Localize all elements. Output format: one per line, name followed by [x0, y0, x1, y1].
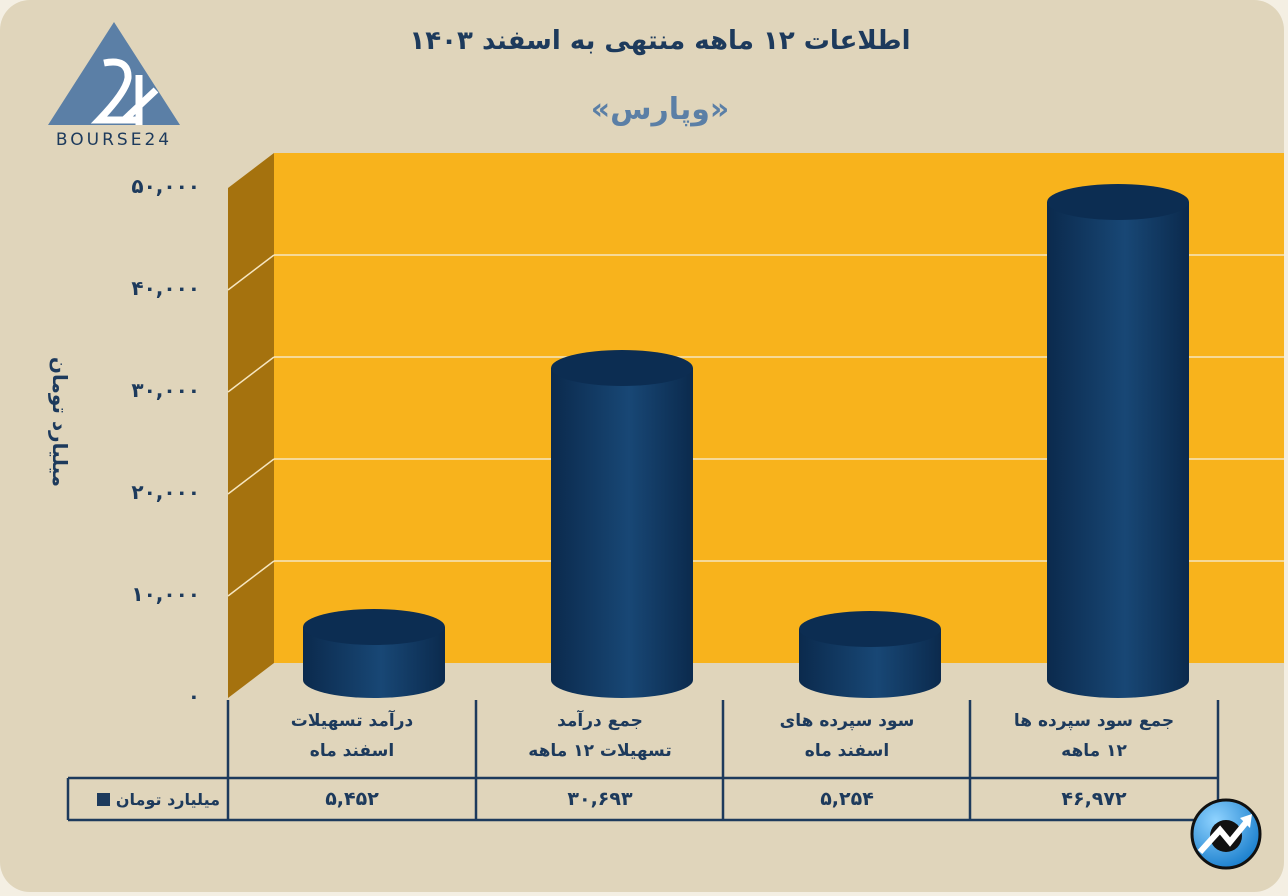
bourse24-logo-icon: [48, 22, 180, 125]
data-value: ۵,۲۵۴: [820, 788, 874, 810]
chart-subtitle: «وپارس»: [590, 92, 730, 127]
category-line1: درآمد تسهیلات: [290, 711, 414, 731]
category-line1: جمع سود سپرده ها: [1013, 711, 1175, 731]
chart-title: اطلاعات ۱۲ ماهه منتهی به اسفند ۱۴۰۳: [409, 26, 911, 56]
y-axis-label: میلیارد تومان: [48, 356, 72, 488]
category-label: درآمد تسهیلات اسفند ماه: [229, 706, 475, 766]
y-tick: ۵۰,۰۰۰: [131, 174, 200, 198]
category-line2: ۱۲ ماهه: [1061, 741, 1127, 761]
legend-label: میلیارد تومان: [115, 789, 220, 809]
category-label: سود سپرده های اسفند ماه: [724, 706, 970, 766]
category-label: جمع سود سپرده ها ۱۲ ماهه: [971, 706, 1217, 766]
category-line1: جمع درآمد: [557, 711, 643, 731]
category-line2: تسهیلات ۱۲ ماهه: [528, 741, 672, 761]
category-line2: اسفند ماه: [309, 741, 395, 761]
bar-4: [1047, 184, 1189, 698]
data-value: ۴۶,۹۷۲: [1061, 788, 1127, 810]
category-line2: اسفند ماه: [804, 741, 890, 761]
trend-arrow-badge-icon: [1190, 798, 1262, 870]
logo-text: BOURSE24: [55, 130, 173, 150]
y-tick: ۲۰,۰۰۰: [131, 480, 200, 504]
category-label: جمع درآمد تسهیلات ۱۲ ماهه: [477, 706, 723, 766]
bar-3: [799, 611, 941, 698]
bar-1: [303, 609, 445, 698]
legend-entry: میلیارد تومان: [70, 780, 224, 818]
bar-2: [551, 350, 693, 698]
data-value: ۵,۴۵۲: [325, 788, 379, 810]
legend-swatch-icon: [96, 792, 110, 806]
y-tick: ۴۰,۰۰۰: [131, 276, 200, 300]
y-tick: ۱۰,۰۰۰: [131, 582, 200, 606]
y-tick: ۰: [187, 684, 200, 708]
category-line1: سود سپرده های: [779, 711, 915, 731]
y-tick: ۳۰,۰۰۰: [131, 378, 200, 402]
data-value: ۳۰,۶۹۳: [567, 788, 633, 810]
